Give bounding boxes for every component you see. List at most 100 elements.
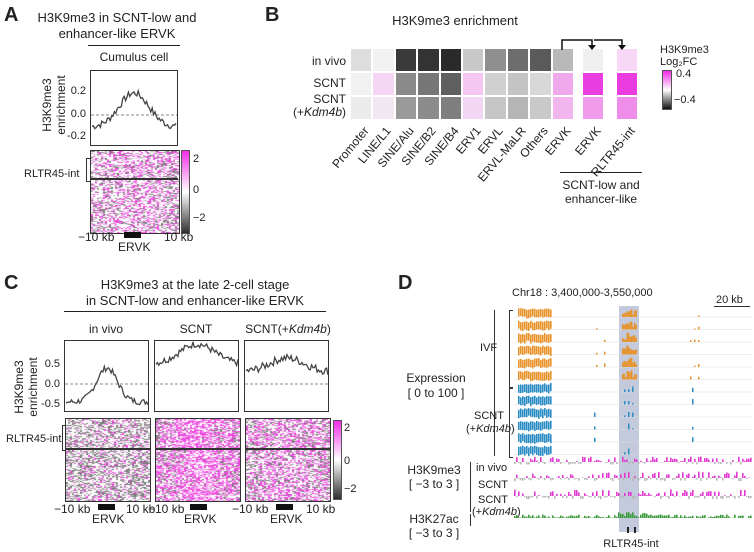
panel-b-cell [484, 96, 507, 120]
panel-d-expression-bar [526, 333, 528, 341]
panel-d-h3k9-bar [736, 462, 738, 463]
panel-d-h3k9-bar [750, 496, 752, 499]
panel-d-h3k27-bar [674, 515, 676, 518]
panel-d-h3k9-bar [628, 462, 630, 465]
panel-d-h3k9-bar [546, 496, 548, 498]
panel-d-expression-bar [623, 348, 625, 355]
panel-d-h3k9-bar [560, 478, 562, 480]
panel-d-expression-bar [518, 433, 520, 442]
panel-d-h3k27-bar [516, 515, 518, 518]
panel-d-h3k9-bar [664, 460, 666, 462]
panel-d-h3k9-bar [726, 472, 728, 478]
panel-d-h3k9-bracket [470, 462, 471, 512]
panel-d-h3k27-bar [576, 515, 578, 518]
panel-d-expression-bar [534, 371, 536, 380]
panel-d-expression-bar [538, 384, 540, 393]
panel-d-expression-bar [628, 359, 630, 367]
panel-d-expression-bar [538, 433, 540, 443]
panel-d-expression-bar [544, 358, 546, 368]
panel-d-h3k9-bar [686, 462, 688, 464]
panel-d-h3k9-bar [652, 456, 654, 462]
panel-c-divider-3 [245, 448, 331, 450]
panel-d-h3k27-bar [672, 516, 674, 518]
panel-d-h3k9-bar [742, 458, 744, 462]
panel-d-h3k9-bar [692, 476, 694, 478]
panel-d-h3k9-bar [696, 462, 698, 465]
panel-d-h3k9-bar [654, 496, 656, 498]
panel-d-expression-bar [635, 324, 637, 330]
panel-d-h3k27-bar [632, 512, 634, 518]
panel-d-h3k9-bar [714, 462, 716, 465]
panel-d-h3k9-bar [658, 492, 660, 496]
panel-b-row-invivo: in vivo [311, 54, 346, 68]
panel-d-expression-bar [692, 437, 694, 442]
panel-d-expression-bar [692, 426, 694, 430]
panel-d-h3k27-bar [650, 514, 652, 518]
panel-d-h3k9-bar [590, 456, 592, 462]
panel-d-expression-bar [518, 308, 520, 317]
panel-d-expression-bar [530, 334, 532, 344]
panel-d-h3k9-bar [634, 476, 636, 478]
panel-d-expression-bar [522, 308, 524, 317]
panel-d-expression-bar [522, 396, 524, 406]
panel-d-h3k9-bar [564, 462, 566, 463]
panel-d-h3k9-bar [694, 474, 696, 478]
panel-d-expression-bar [532, 408, 534, 417]
panel-d-h3k9-bar [580, 496, 582, 499]
panel-d-h3k9-bar [536, 460, 538, 462]
panel-d-expression-bar [530, 434, 532, 444]
panel-d-h3k27-bar [676, 514, 678, 518]
panel-d-expression-bar [528, 384, 530, 394]
panel-d-locus: Chr18 : 3,400,000-3,550,000 [512, 287, 653, 299]
panel-d-expression-bar [631, 309, 633, 317]
panel-d-expression-bar [542, 309, 544, 318]
panel-d-h3k9-bar [672, 478, 674, 481]
panel-d-h3k27-bar [718, 515, 720, 518]
panel-d-h3k9-bar [570, 462, 572, 464]
panel-d-expression-bar [550, 358, 552, 367]
panel-d-expression-bar [628, 324, 630, 330]
panel-d-h3k27-bar [596, 514, 598, 518]
panel-d-expression-bar [629, 336, 631, 342]
panel-d-h3k9-bar [536, 478, 538, 479]
panel-b-extra-cell [582, 96, 604, 120]
panel-a-label: A [4, 4, 19, 26]
panel-d-expression-bar [522, 359, 524, 369]
panel-d-h3k9-bar [738, 478, 740, 481]
panel-d-expression-bar [632, 376, 634, 380]
panel-d-expression-bar [540, 334, 542, 344]
panel-d-h3k9-bar [612, 462, 614, 465]
panel-d-h3k9-bar [734, 496, 736, 499]
panel-b-heatmap-extra [582, 48, 638, 120]
panel-d-expression-bar [626, 332, 628, 342]
panel-d-expression-bar [629, 321, 631, 330]
panel-d-expression-bar [548, 308, 550, 318]
panel-d-h3k9-bar [592, 474, 594, 478]
panel-d-expression-bar [532, 446, 534, 456]
panel-d-h3k9-bar [648, 476, 650, 478]
panel-d-h3k9-bar [632, 462, 634, 464]
panel-d-h3k27-bar [640, 514, 642, 518]
panel-d-h3k9-bar [698, 471, 700, 478]
panel-d-expression-bar [625, 377, 627, 380]
panel-d-h3k27-bar [688, 516, 690, 518]
panel-d-expression-bar [540, 372, 542, 381]
panel-c-divider-1 [65, 448, 151, 450]
panel-d-expression-bar [540, 408, 542, 417]
panel-d-expression-bar [528, 333, 530, 341]
panel-d-expression-bar [631, 370, 633, 380]
panel-d-expression-bar [544, 372, 546, 381]
panel-d-expression-bar [540, 359, 542, 369]
panel-d-h3k9-bar [674, 478, 676, 480]
panel-d-expression-bar [692, 399, 694, 405]
panel-d-h3k27-bar [538, 515, 540, 518]
panel-d-h3k9-bar [654, 473, 656, 478]
panel-d-h3k9-bar [622, 496, 624, 499]
panel-d-h3k9-bar [560, 493, 562, 496]
panel-d-h3k9-bar [604, 478, 606, 479]
panel-d-expression-bar [690, 376, 692, 380]
panel-d-h3k9-bar [590, 496, 592, 498]
panel-d-expression-bar [518, 333, 520, 343]
panel-d-h3k9-bar [668, 474, 670, 478]
panel-d-expression-bar [530, 408, 532, 417]
